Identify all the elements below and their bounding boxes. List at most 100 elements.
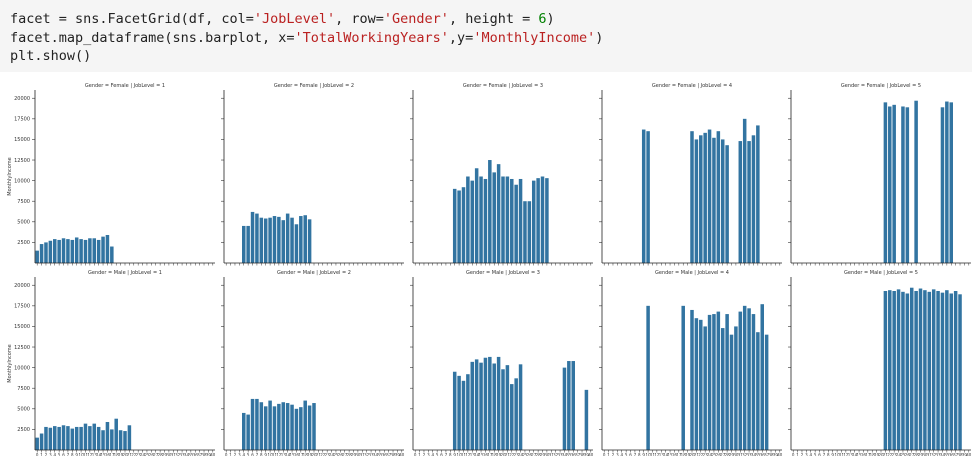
code-token: facet = sns.FacetGrid(df, col=	[10, 11, 254, 27]
x-tick-label: 39	[962, 453, 968, 456]
bar	[883, 102, 888, 263]
x-tick-label: 20	[311, 453, 317, 456]
x-tick-label: 10	[646, 453, 652, 456]
x-tick-label: 20	[878, 453, 884, 456]
x-tick-label: 7	[256, 453, 259, 456]
x-tick-label: 35	[377, 453, 383, 456]
x-tick-label: 21	[505, 453, 511, 456]
x-tick-label: 33	[180, 453, 186, 456]
x-tick-label: 30	[544, 453, 550, 456]
bar	[751, 135, 756, 263]
bar	[479, 362, 483, 450]
bar	[470, 180, 475, 263]
x-tick-label: 15	[101, 453, 107, 456]
bar	[118, 430, 123, 450]
x-tick-label: 11	[272, 453, 278, 456]
bar	[470, 361, 475, 450]
bar	[263, 218, 268, 263]
bar	[114, 418, 118, 450]
x-tick-label: 17	[487, 453, 493, 456]
x-tick-label: 7	[823, 453, 826, 456]
x-tick-label: 32	[364, 453, 370, 456]
x-tick-label: 24	[329, 453, 335, 456]
bar	[742, 305, 747, 450]
bar	[101, 236, 105, 263]
facet-title: Gender = Female | JobLevel = 4	[652, 83, 732, 89]
x-tick-label: 30	[733, 453, 739, 456]
bar	[725, 314, 729, 450]
bar	[79, 426, 83, 450]
bar	[940, 292, 945, 450]
bar	[531, 180, 536, 263]
x-tick-label: 40	[210, 453, 216, 456]
x-tick-label: 36	[760, 453, 766, 456]
code-line: facet.map_dataframe(sns.barplot, x='Tota…	[10, 29, 962, 48]
x-tick-label: 16	[294, 453, 300, 456]
bar	[514, 184, 518, 263]
x-tick-label: 36	[382, 453, 388, 456]
bar	[110, 429, 114, 450]
bar	[70, 428, 75, 450]
facet-title: Gender = Female | JobLevel = 2	[274, 83, 354, 89]
x-tick-label: 3	[49, 453, 52, 456]
bar	[720, 139, 725, 263]
x-tick-label: 17	[298, 453, 304, 456]
x-tick-label: 27	[720, 453, 726, 456]
bar	[35, 437, 39, 450]
x-tick-label: 37	[386, 453, 392, 456]
x-tick-label: 29	[918, 453, 924, 456]
bar	[918, 288, 923, 450]
bar	[101, 430, 105, 450]
bar	[466, 176, 470, 263]
x-tick-label: 1	[796, 453, 799, 456]
bar	[716, 311, 721, 450]
code-token: 'MonthlyIncome'	[473, 29, 596, 46]
x-tick-label: 6	[251, 453, 254, 456]
bar	[242, 412, 246, 450]
bar	[888, 106, 892, 263]
bar	[725, 145, 729, 263]
bar	[74, 426, 79, 450]
x-tick-label: 22	[887, 453, 893, 456]
bar	[96, 239, 101, 263]
bar	[268, 400, 272, 450]
bar	[694, 318, 699, 450]
code-line: facet = sns.FacetGrid(df, col='JobLevel'…	[10, 10, 962, 29]
y-axis-label: MonthlyIncome	[7, 157, 13, 195]
bar	[110, 246, 114, 263]
bar	[272, 406, 277, 450]
x-tick-label: 34	[184, 453, 190, 456]
x-tick-label: 6	[62, 453, 65, 456]
bar	[901, 106, 905, 263]
bar	[892, 104, 896, 263]
x-tick-label: 5	[247, 453, 250, 456]
bar	[303, 215, 307, 263]
x-tick-label: 29	[540, 453, 546, 456]
bar	[751, 314, 756, 450]
x-tick-label: 18	[114, 453, 120, 456]
bar	[255, 213, 259, 263]
bar	[299, 407, 303, 450]
code-cell[interactable]: facet = sns.FacetGrid(df, col='JobLevel'…	[0, 0, 972, 72]
x-tick-label: 2	[801, 453, 804, 456]
code-token: ,y=	[448, 29, 474, 46]
x-tick-label: 25	[711, 453, 717, 456]
bar	[35, 250, 39, 263]
x-tick-label: 3	[616, 453, 619, 456]
bar	[527, 201, 532, 263]
bar	[123, 431, 127, 450]
bar	[39, 433, 44, 450]
x-tick-label: 0	[414, 453, 417, 456]
x-tick-label: 23	[514, 453, 520, 456]
y-tick-label: 5000	[17, 220, 30, 226]
bar	[958, 294, 962, 450]
bar	[483, 178, 488, 263]
bar	[83, 239, 88, 263]
x-tick-label: 32	[553, 453, 559, 456]
x-tick-label: 24	[707, 453, 713, 456]
bar	[268, 217, 272, 263]
x-tick-label: 32	[175, 453, 181, 456]
x-tick-label: 1	[607, 453, 610, 456]
x-tick-label: 24	[140, 453, 146, 456]
